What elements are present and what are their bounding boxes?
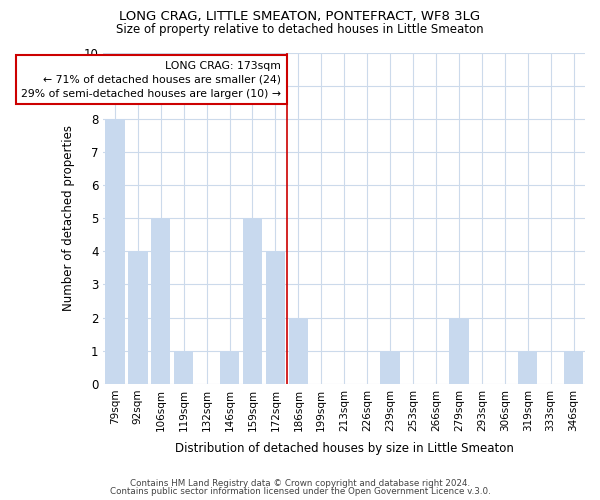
Bar — [266, 252, 285, 384]
Text: LONG CRAG: 173sqm
← 71% of detached houses are smaller (24)
29% of semi-detached: LONG CRAG: 173sqm ← 71% of detached hous… — [21, 61, 281, 99]
Text: LONG CRAG, LITTLE SMEATON, PONTEFRACT, WF8 3LG: LONG CRAG, LITTLE SMEATON, PONTEFRACT, W… — [119, 10, 481, 23]
Bar — [128, 252, 148, 384]
Bar — [243, 218, 262, 384]
X-axis label: Distribution of detached houses by size in Little Smeaton: Distribution of detached houses by size … — [175, 442, 514, 455]
Bar — [289, 318, 308, 384]
Bar — [449, 318, 469, 384]
Bar — [220, 351, 239, 384]
Text: Contains HM Land Registry data © Crown copyright and database right 2024.: Contains HM Land Registry data © Crown c… — [130, 478, 470, 488]
Text: Size of property relative to detached houses in Little Smeaton: Size of property relative to detached ho… — [116, 22, 484, 36]
Bar — [151, 218, 170, 384]
Bar — [564, 351, 583, 384]
Bar — [105, 119, 125, 384]
Y-axis label: Number of detached properties: Number of detached properties — [62, 125, 76, 311]
Bar — [518, 351, 538, 384]
Bar — [174, 351, 193, 384]
Text: Contains public sector information licensed under the Open Government Licence v.: Contains public sector information licen… — [110, 487, 490, 496]
Bar — [380, 351, 400, 384]
